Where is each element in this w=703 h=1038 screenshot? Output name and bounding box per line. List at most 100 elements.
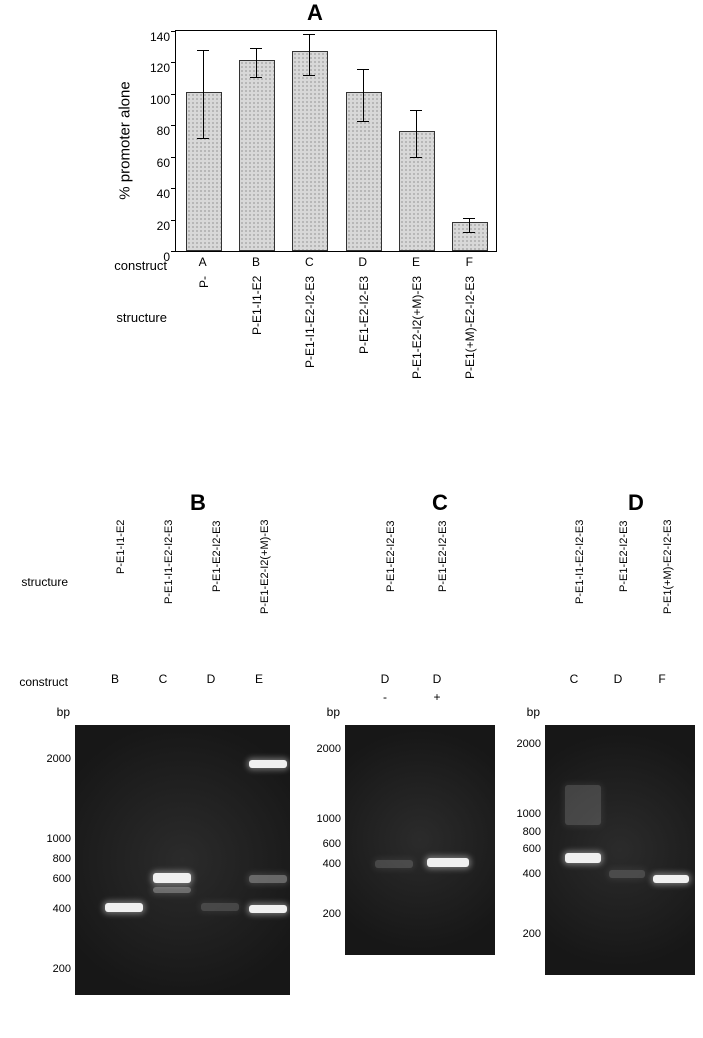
gel-marker-label: 1000 [507, 809, 541, 820]
gel-marker-label: 2000 [507, 739, 541, 750]
gel-section: B C D structure construct bp bp bp P-E1-… [0, 500, 703, 1030]
lane-construct-label: E [244, 672, 274, 686]
gel-band [609, 870, 645, 878]
error-cap [410, 110, 422, 111]
y-tick-mark [171, 62, 176, 64]
gel-band [249, 760, 287, 768]
lane-construct-label: D [603, 672, 633, 686]
lane-construct-label: D [422, 672, 452, 686]
x-tick-structure: P- [197, 276, 211, 288]
gel-marker-label: 2000 [307, 744, 341, 755]
gel-marker-label: 600 [507, 844, 541, 855]
panel-a-title: A [85, 0, 545, 26]
error-bar [416, 110, 417, 157]
y-tick-mark [171, 251, 176, 253]
error-bar [256, 48, 257, 76]
error-cap [303, 75, 315, 76]
y-tick-mark [171, 94, 176, 96]
x-tick-construct: A [186, 251, 220, 269]
error-cap [463, 232, 475, 233]
panel-b-title: B [190, 490, 206, 516]
panel-c-gel [345, 725, 495, 955]
lane-structure-label: P-E1-E2-I2-E3 [618, 520, 630, 592]
gel-marker-label: 200 [37, 964, 71, 975]
gel-marker-label: 600 [37, 874, 71, 885]
gel-marker-label: 200 [307, 909, 341, 920]
figure-page: A % promoter alone 020406080100120140AP-… [0, 0, 703, 1038]
bar [452, 222, 488, 251]
gel-marker-label: 400 [37, 904, 71, 915]
gel-marker-label: 1000 [307, 814, 341, 825]
gel-marker-label: 1000 [37, 834, 71, 845]
gel-band [201, 903, 239, 911]
lane-construct-label: D [370, 672, 400, 686]
side-label-bp-b: bp [35, 705, 70, 719]
error-cap [410, 157, 422, 158]
bar [399, 131, 435, 251]
bar-chart-plot: 020406080100120140AP-BP-E1-I1-E2CP-E1-I1… [175, 30, 497, 252]
lane-construct-label: B [100, 672, 130, 686]
side-label-structure: structure [0, 575, 68, 589]
error-cap [250, 48, 262, 49]
x-tick-structure: P-E1-E2-I2-E3 [357, 276, 371, 354]
panel-d-gel [545, 725, 695, 975]
bar [346, 92, 382, 251]
lane-construct-label: C [559, 672, 589, 686]
y-tick-mark [171, 125, 176, 127]
lane-condition-label: - [370, 690, 400, 704]
panel-c-title: C [432, 490, 448, 516]
y-tick-mark [171, 157, 176, 159]
lane-structure-label: P-E1-E2-I2-E3 [211, 520, 223, 592]
error-cap [250, 77, 262, 78]
gel-marker-label: 400 [307, 859, 341, 870]
gel-band [375, 860, 413, 868]
y-axis-label-text: % promoter alone [117, 81, 134, 199]
lane-structure-label: P-E1-E2-I2-E3 [385, 520, 397, 592]
x-tick-construct: B [239, 251, 273, 269]
error-bar [203, 50, 204, 138]
error-cap [357, 121, 369, 122]
gel-marker-label: 800 [37, 854, 71, 865]
error-bar [309, 34, 310, 75]
error-cap [197, 138, 209, 139]
y-tick-mark [171, 31, 176, 33]
lane-structure-label: P-E1-I1-E2-I2-E3 [163, 520, 175, 604]
lane-construct-label: D [196, 672, 226, 686]
error-cap [303, 34, 315, 35]
panel-a: A % promoter alone 020406080100120140AP-… [85, 0, 545, 430]
lane-structure-label: P-E1-E2-I2-E3 [437, 520, 449, 592]
x-tick-structure: P-E1-I1-E2 [250, 276, 264, 335]
gel-band [153, 873, 191, 883]
x-tick-construct: C [292, 251, 326, 269]
y-tick-mark [171, 188, 176, 190]
error-cap [463, 218, 475, 219]
error-cap [197, 50, 209, 51]
gel-band [565, 853, 601, 863]
error-cap [357, 69, 369, 70]
gel-band [427, 858, 469, 867]
x-tick-construct: D [346, 251, 380, 269]
bar [239, 60, 275, 251]
lane-construct-label: C [148, 672, 178, 686]
gel-marker-label: 2000 [37, 754, 71, 765]
lane-structure-label: P-E1-I1-E2-I2-E3 [574, 520, 586, 604]
lane-structure-label: P-E1-I1-E2 [115, 520, 127, 574]
side-label-construct: construct [0, 675, 68, 689]
x-tick-construct: E [399, 251, 433, 269]
y-tick-mark [171, 220, 176, 222]
lane-structure-label: P-E1-E2-I2(+M)-E3 [259, 520, 271, 614]
gel-band [105, 903, 143, 912]
side-label-bp-d: bp [505, 705, 540, 719]
bar [292, 51, 328, 251]
gel-marker-label: 400 [507, 869, 541, 880]
y-axis-label: % promoter alone [115, 30, 135, 250]
gel-marker-label: 600 [307, 839, 341, 850]
gel-band [653, 875, 689, 883]
error-bar [469, 218, 470, 232]
gel-marker-label: 200 [507, 929, 541, 940]
gel-band [249, 875, 287, 883]
gel-band [153, 887, 191, 893]
row-label-structure: structure [87, 310, 175, 325]
lane-structure-label: P-E1(+M)-E2-I2-E3 [662, 520, 674, 614]
gel-marker-label: 800 [507, 827, 541, 838]
